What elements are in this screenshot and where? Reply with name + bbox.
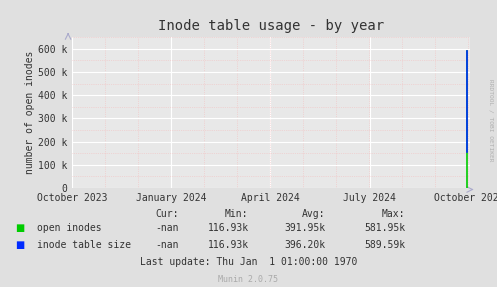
Text: RRDTOOL / TOBI OETIKER: RRDTOOL / TOBI OETIKER	[489, 79, 494, 162]
Title: Inode table usage - by year: Inode table usage - by year	[158, 19, 384, 33]
Text: 116.93k: 116.93k	[207, 240, 248, 250]
Text: ■: ■	[15, 240, 24, 250]
Text: 589.59k: 589.59k	[364, 240, 405, 250]
Text: Munin 2.0.75: Munin 2.0.75	[219, 275, 278, 284]
Text: 396.20k: 396.20k	[284, 240, 326, 250]
Text: 581.95k: 581.95k	[364, 223, 405, 233]
Text: Cur:: Cur:	[156, 209, 179, 219]
Text: inode table size: inode table size	[37, 240, 131, 250]
Text: Min:: Min:	[225, 209, 248, 219]
Text: ■: ■	[15, 223, 24, 233]
Text: open inodes: open inodes	[37, 223, 102, 233]
Text: -nan: -nan	[156, 223, 179, 233]
Text: 116.93k: 116.93k	[207, 223, 248, 233]
Text: -nan: -nan	[156, 240, 179, 250]
Y-axis label: number of open inodes: number of open inodes	[25, 51, 35, 174]
Text: 391.95k: 391.95k	[284, 223, 326, 233]
Text: Max:: Max:	[382, 209, 405, 219]
Text: Last update: Thu Jan  1 01:00:00 1970: Last update: Thu Jan 1 01:00:00 1970	[140, 257, 357, 267]
Text: Avg:: Avg:	[302, 209, 326, 219]
